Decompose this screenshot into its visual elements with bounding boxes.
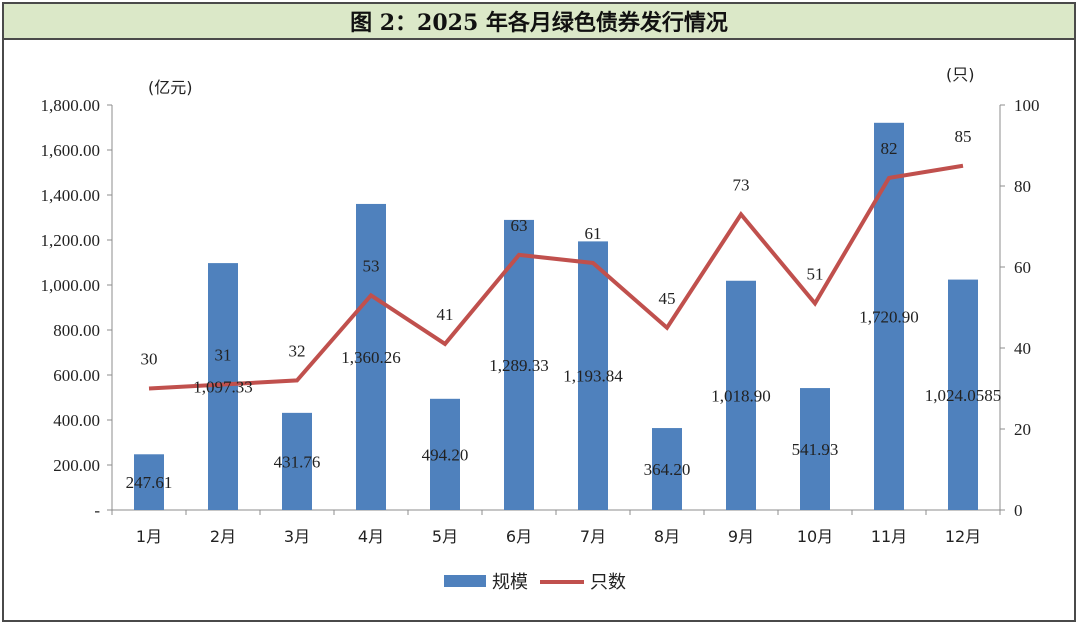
bar-data-label: 364.20	[644, 460, 691, 479]
right-tick-label: 80	[1014, 177, 1031, 196]
right-tick-label: 20	[1014, 420, 1031, 439]
left-tick-label: 200.00	[53, 456, 100, 475]
left-tick-label: 800.00	[53, 321, 100, 340]
bar-data-label: 1,018.90	[711, 386, 771, 405]
left-tick-label: 1,800.00	[41, 96, 101, 115]
right-tick-label: 0	[1014, 501, 1023, 520]
bar	[726, 280, 756, 510]
left-axis-unit: (亿元)	[148, 78, 193, 97]
bar	[282, 412, 312, 510]
bar	[578, 241, 608, 511]
bar	[356, 203, 386, 510]
line-data-label: 41	[437, 305, 454, 324]
line-data-label: 31	[215, 345, 232, 364]
left-tick-label: 1,400.00	[41, 186, 101, 205]
x-tick-label: 12月	[945, 527, 981, 546]
x-tick-label: 10月	[797, 527, 833, 546]
left-tick-label: 1,000.00	[41, 276, 101, 295]
legend-line-label: 只数	[590, 572, 626, 593]
left-tick-label: 400.00	[53, 411, 100, 430]
bar	[430, 398, 460, 510]
bar-data-label: 1,193.84	[563, 367, 623, 386]
right-tick-label: 60	[1014, 258, 1031, 277]
bar-data-label: 494.20	[422, 445, 469, 464]
x-tick-label: 8月	[654, 527, 680, 546]
x-tick-label: 7月	[580, 527, 606, 546]
bar-data-label: 541.93	[792, 440, 839, 459]
x-tick-label: 11月	[871, 527, 907, 546]
bar	[134, 454, 164, 510]
bar-data-label: 1,097.33	[193, 378, 253, 397]
bar-data-label: 1,360.26	[341, 348, 401, 367]
left-tick-label: -	[94, 501, 100, 520]
line-data-label: 73	[733, 175, 750, 194]
left-tick-label: 1,600.00	[41, 141, 101, 160]
x-tick-label: 4月	[358, 527, 384, 546]
right-tick-label: 100	[1014, 96, 1040, 115]
line-data-label: 45	[659, 289, 676, 308]
line-data-label: 51	[807, 264, 824, 283]
bar-data-label: 1,720.90	[859, 307, 919, 326]
legend-bar-swatch	[444, 575, 486, 587]
bar	[800, 388, 830, 510]
bar	[874, 122, 904, 511]
bar-data-label: 1,024.0585	[925, 386, 1002, 405]
left-tick-label: 1,200.00	[41, 231, 101, 250]
right-tick-label: 40	[1014, 339, 1031, 358]
x-tick-label: 5月	[432, 527, 458, 546]
x-tick-label: 1月	[136, 527, 162, 546]
bar-data-label: 247.61	[126, 473, 173, 492]
line-data-label: 32	[289, 341, 306, 360]
chart-title: 图 2：2025 年各月绿色债券发行情况	[4, 4, 1074, 40]
bar	[652, 428, 682, 510]
x-tick-label: 6月	[506, 527, 532, 546]
bar-data-label: 431.76	[274, 452, 321, 471]
line-data-label: 53	[363, 256, 380, 275]
line-data-label: 63	[511, 216, 528, 235]
bar-data-label: 1,289.33	[489, 356, 549, 375]
x-tick-label: 2月	[210, 527, 236, 546]
line-data-label: 82	[881, 139, 898, 158]
bar	[948, 279, 978, 510]
legend-bar-label: 规模	[492, 572, 528, 593]
x-tick-label: 3月	[284, 527, 310, 546]
line-data-label: 30	[141, 350, 158, 369]
line-data-label: 61	[585, 224, 602, 243]
x-tick-label: 9月	[728, 527, 754, 546]
right-axis-unit: (只)	[946, 65, 975, 84]
left-tick-label: 600.00	[53, 366, 100, 385]
line-data-label: 85	[955, 127, 972, 146]
count-line	[148, 163, 964, 391]
